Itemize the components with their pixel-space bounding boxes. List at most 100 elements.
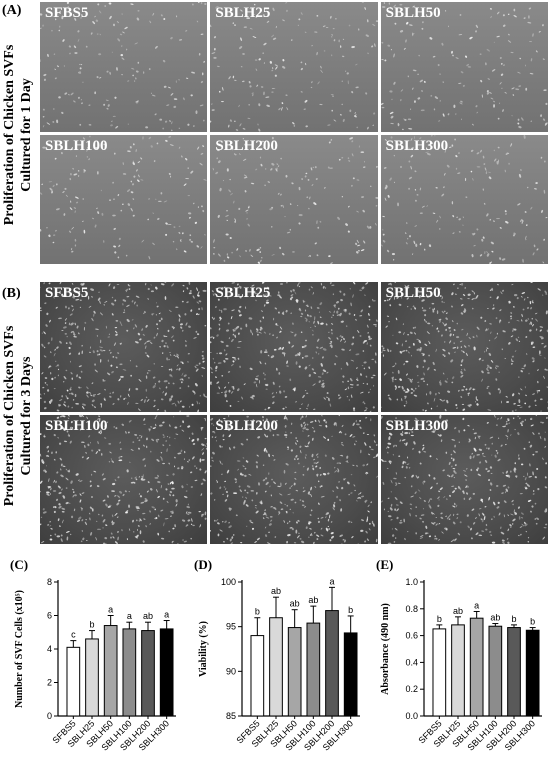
significance-letter: b: [530, 617, 535, 627]
panel-b-side-title: Proliferation of Chicken SVFs Cultured f…: [1, 286, 35, 546]
significance-letter: b: [255, 607, 260, 617]
micrograph-tile: SBLH25: [210, 2, 378, 132]
micrograph-grid-day3: SFBS5 SBLH25 SBLH50 SBLH100 SBLH200 SBLH…: [40, 282, 548, 544]
significance-letter: a: [127, 611, 132, 621]
cell-texture: [40, 414, 208, 544]
bar: [122, 628, 137, 717]
cell-texture: [40, 2, 207, 132]
y-tick-label: 1.0: [405, 577, 418, 587]
cell-texture: [213, 136, 378, 264]
cell-texture: [40, 282, 207, 412]
micrograph-tile: SBLH300: [380, 414, 548, 544]
y-axis-label: Absorbance (490 nm): [380, 603, 391, 695]
cell-texture: [210, 282, 378, 412]
panel-a-side-title: Proliferation of Chicken SVFs Cultured f…: [1, 5, 35, 265]
tile-label: SBLH200: [215, 417, 278, 434]
chart-cell-count: (C) Number of SVF Cells (x10⁵) 0 2 4 6 8 c SFBS5…: [0, 556, 184, 774]
bar: [469, 617, 484, 717]
significance-letter: a: [329, 576, 334, 586]
chart-viability: (D) Viability (%) 85 90 95 100 b SFBS5 ab SBLH25 a…: [184, 556, 368, 774]
significance-letter: b: [437, 614, 442, 624]
bar: [306, 622, 321, 717]
tile-label: SBLH300: [385, 417, 449, 434]
bar: [507, 627, 521, 717]
significance-letter: b: [89, 620, 94, 630]
significance-letter: a: [474, 600, 479, 610]
y-axis-label: Number of SVF Cells (x10⁵): [14, 590, 25, 708]
chart-e-svg: (E) Absorbance (490 nm) 0.0 0.2 0.4 0.6 0.8 1.0…: [376, 557, 542, 753]
significance-letter: c: [71, 630, 76, 640]
micrograph-tile: SBLH50: [380, 282, 548, 412]
bar: [66, 646, 81, 717]
bar: [325, 610, 339, 717]
bar: [343, 632, 358, 717]
micrograph-tile: SBLH25: [210, 282, 378, 412]
tile-label: SBLH100: [45, 137, 108, 154]
panel-a-title-line2: Cultured for 1 Day: [19, 78, 34, 192]
bar: [269, 617, 283, 717]
bar: [141, 630, 155, 717]
tile-label: SBLH50: [385, 285, 441, 301]
significance-letter: a: [108, 605, 113, 615]
panel-label: (E): [376, 557, 393, 572]
tile-label: SFBS5: [45, 285, 89, 301]
micrograph-grid-day1: SFBS5 SBLH25 SBLH50 SBLH100 SBLH200 SBLH…: [40, 2, 548, 264]
significance-letter: ab: [271, 586, 281, 596]
panel-b-title-line2: Cultured for 3 Days: [19, 356, 34, 476]
y-tick-label: 95: [226, 622, 236, 632]
significance-letter: ab: [308, 595, 318, 605]
panel-b-title-line1: Proliferation of Chicken SVFs: [2, 325, 17, 507]
y-axis-label: Viability (%): [198, 621, 209, 677]
tile-label: SBLH25: [215, 285, 271, 301]
cell-texture: [380, 134, 548, 264]
y-tick-label: 0.4: [405, 657, 418, 667]
micrograph-tile: SBLH100: [40, 414, 208, 544]
micrograph-tile: SBLH200: [210, 414, 378, 544]
bar: [525, 629, 540, 717]
y-tick-label: 0: [47, 711, 52, 721]
cell-texture: [210, 2, 378, 132]
significance-letter: ab: [143, 611, 153, 621]
bar: [451, 624, 465, 717]
micrograph-tile: SBLH200: [210, 134, 378, 264]
cell-texture: [40, 135, 207, 260]
y-tick-label: 0.2: [405, 684, 418, 694]
tile-label: SBLH25: [215, 5, 271, 21]
y-tick-label: 85: [226, 711, 236, 721]
y-tick-label: 6: [47, 611, 52, 621]
micrograph-tile: SFBS5: [40, 282, 208, 412]
bar: [287, 627, 302, 717]
bar: [488, 625, 503, 717]
y-tick-label: 0.0: [405, 711, 418, 721]
cell-texture: [380, 2, 548, 131]
significance-letter: ab: [453, 606, 463, 616]
chart-c-svg: (C)Number of SVF Cells (x10⁵)02468cSFBS5…: [10, 557, 176, 753]
cell-texture: [210, 414, 378, 544]
panel-a-label: (A): [2, 3, 22, 18]
tile-label: SFBS5: [45, 5, 89, 21]
bar: [250, 635, 265, 717]
micrograph-tile: SBLH50: [380, 2, 548, 132]
tile-label: SBLH100: [45, 417, 108, 434]
significance-letter: ab: [490, 613, 500, 623]
panel-b-label: (B): [2, 286, 21, 301]
tile-label: SBLH300: [385, 137, 449, 154]
cell-texture: [380, 282, 548, 412]
panel-a-title-line1: Proliferation of Chicken SVFs: [2, 44, 17, 226]
tile-label: SBLH200: [215, 137, 278, 154]
tile-label: SBLH50: [385, 5, 441, 21]
y-tick-label: 4: [47, 644, 52, 654]
significance-letter: a: [164, 610, 169, 620]
y-tick-label: 2: [47, 678, 52, 688]
bar: [85, 638, 99, 717]
micrograph-tile: SBLH300: [380, 134, 548, 264]
cell-texture: [380, 414, 548, 544]
significance-letter: ab: [290, 599, 300, 609]
bar: [159, 628, 174, 717]
panel-label: (C): [10, 557, 28, 572]
panel-label: (D): [194, 557, 212, 572]
y-tick-label: 0.6: [405, 631, 418, 641]
chart-absorbance: (E) Absorbance (490 nm) 0.0 0.2 0.4 0.6 0.8 1.0…: [366, 556, 550, 774]
bar: [103, 625, 118, 717]
bar: [432, 628, 447, 717]
